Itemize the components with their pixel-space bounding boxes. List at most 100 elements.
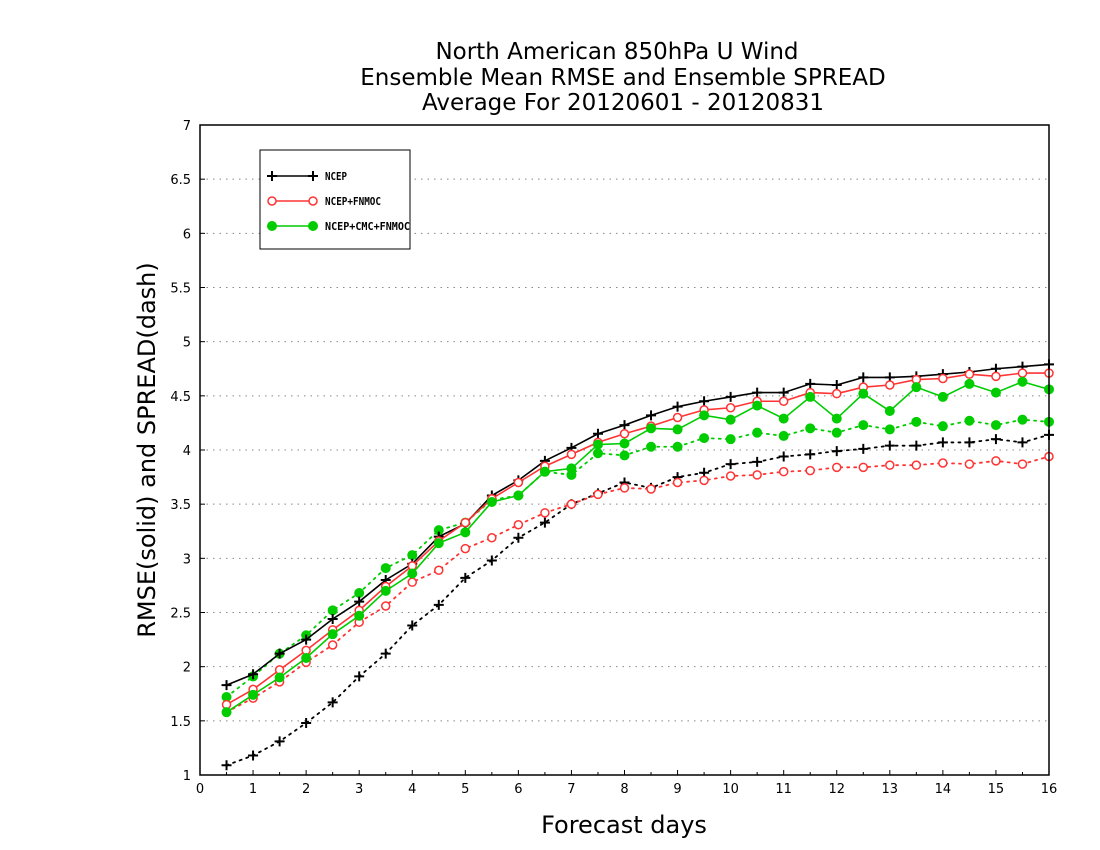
- x-axis-label: Forecast days: [541, 811, 707, 839]
- data-point-rmse: [964, 378, 975, 389]
- data-point-spread: [354, 588, 365, 598]
- x-tick-label: 13: [882, 782, 899, 797]
- data-point-spread: [778, 451, 789, 462]
- y-tick-label: 3: [183, 552, 191, 567]
- data-point-rmse: [752, 387, 763, 398]
- data-point-rmse: [937, 391, 948, 402]
- data-point-rmse: [805, 391, 816, 402]
- data-point-spread: [831, 446, 842, 457]
- data-point-spread: [885, 460, 895, 470]
- series-line-spread: [225, 455, 1050, 714]
- data-point-spread: [858, 443, 869, 454]
- data-point-rmse: [513, 477, 524, 488]
- data-point-rmse: [778, 396, 789, 406]
- data-point-spread: [964, 459, 975, 469]
- data-point-rmse: [592, 428, 603, 439]
- data-point-spread: [487, 533, 497, 543]
- series-0-rmse: [221, 359, 1054, 691]
- series-1-spread: [221, 451, 1054, 717]
- data-point-spread: [752, 427, 763, 438]
- data-point-spread: [460, 543, 471, 554]
- data-point-spread: [991, 456, 1001, 466]
- x-tick-label: 14: [935, 782, 952, 797]
- data-point-rmse: [672, 412, 683, 423]
- data-point-rmse: [884, 406, 895, 416]
- data-point-rmse: [354, 596, 365, 607]
- data-point-spread: [619, 450, 630, 461]
- data-point-rmse: [274, 672, 285, 683]
- data-point-spread: [752, 470, 762, 480]
- data-point-spread: [407, 577, 417, 587]
- legend-label: NCEP+FNMOC: [325, 195, 381, 208]
- y-tick-label: 1.5: [170, 715, 191, 730]
- data-point-spread: [911, 440, 922, 451]
- data-point-rmse: [646, 410, 657, 421]
- data-point-spread: [274, 736, 285, 747]
- data-point-spread: [646, 484, 656, 494]
- data-point-rmse: [566, 449, 577, 460]
- data-point-spread: [990, 420, 1001, 431]
- data-point-rmse: [221, 680, 232, 691]
- data-point-rmse: [646, 423, 657, 434]
- x-tick-label: 1: [249, 782, 257, 797]
- data-point-rmse: [354, 610, 365, 621]
- data-point-spread: [832, 462, 842, 473]
- data-point-spread: [433, 599, 444, 610]
- data-point-rmse: [248, 689, 259, 700]
- y-tick-label: 2.5: [170, 607, 191, 622]
- data-point-rmse: [327, 629, 338, 640]
- plot-frame: [199, 124, 1050, 776]
- y-tick-label: 5.5: [170, 282, 191, 297]
- data-point-rmse: [964, 369, 975, 379]
- x-tick-label: 11: [775, 782, 792, 797]
- data-point-spread: [354, 671, 365, 682]
- data-point-rmse: [938, 373, 948, 384]
- data-point-spread: [911, 416, 922, 427]
- data-point-rmse: [248, 669, 259, 680]
- data-point-spread: [964, 437, 975, 448]
- data-point-spread: [725, 459, 736, 470]
- data-point-spread: [407, 550, 418, 561]
- data-point-spread: [990, 434, 1001, 445]
- data-point-spread: [380, 648, 391, 659]
- series-0-spread: [221, 429, 1054, 771]
- data-point-rmse: [221, 707, 232, 718]
- legend-marker: [267, 196, 277, 206]
- data-point-spread: [1017, 437, 1028, 448]
- data-point-spread: [1017, 459, 1028, 469]
- chart-title-line-2: Ensemble Mean RMSE and Ensemble SPREAD: [360, 65, 885, 91]
- data-point-spread: [699, 475, 709, 486]
- series-line-rmse: [226, 380, 1050, 713]
- data-point-rmse: [1017, 368, 1028, 378]
- data-point-spread: [725, 471, 736, 481]
- legend-marker: [267, 171, 277, 181]
- legend-marker: [308, 171, 318, 181]
- data-point-spread: [805, 423, 816, 434]
- data-point-rmse: [433, 538, 444, 549]
- data-point-rmse: [672, 424, 683, 435]
- data-point-spread: [513, 520, 524, 530]
- data-point-spread: [805, 465, 815, 476]
- x-tick-label: 8: [620, 782, 628, 797]
- y-tick-label: 4.5: [170, 390, 191, 405]
- data-point-spread: [858, 462, 869, 473]
- data-point-rmse: [619, 420, 630, 431]
- data-point-spread: [593, 489, 603, 500]
- series-2-rmse: [221, 376, 1054, 718]
- data-point-spread: [301, 718, 312, 728]
- y-axis-label: RMSE(solid) and SPREAD(dash): [133, 262, 161, 638]
- data-point-spread: [884, 440, 895, 451]
- data-point-spread: [248, 750, 259, 761]
- data-point-rmse: [486, 497, 497, 507]
- data-point-rmse: [725, 403, 736, 413]
- data-point-rmse: [778, 387, 789, 398]
- x-tick-label: 6: [514, 782, 522, 797]
- series-line-rmse: [226, 363, 1050, 686]
- data-point-rmse: [699, 396, 710, 407]
- chart-title-line-1: North American 850hPa U Wind: [435, 39, 798, 65]
- data-point-spread: [221, 760, 232, 771]
- data-point-rmse: [805, 378, 816, 389]
- data-point-spread: [460, 572, 471, 583]
- y-tick-label: 6.5: [170, 173, 191, 188]
